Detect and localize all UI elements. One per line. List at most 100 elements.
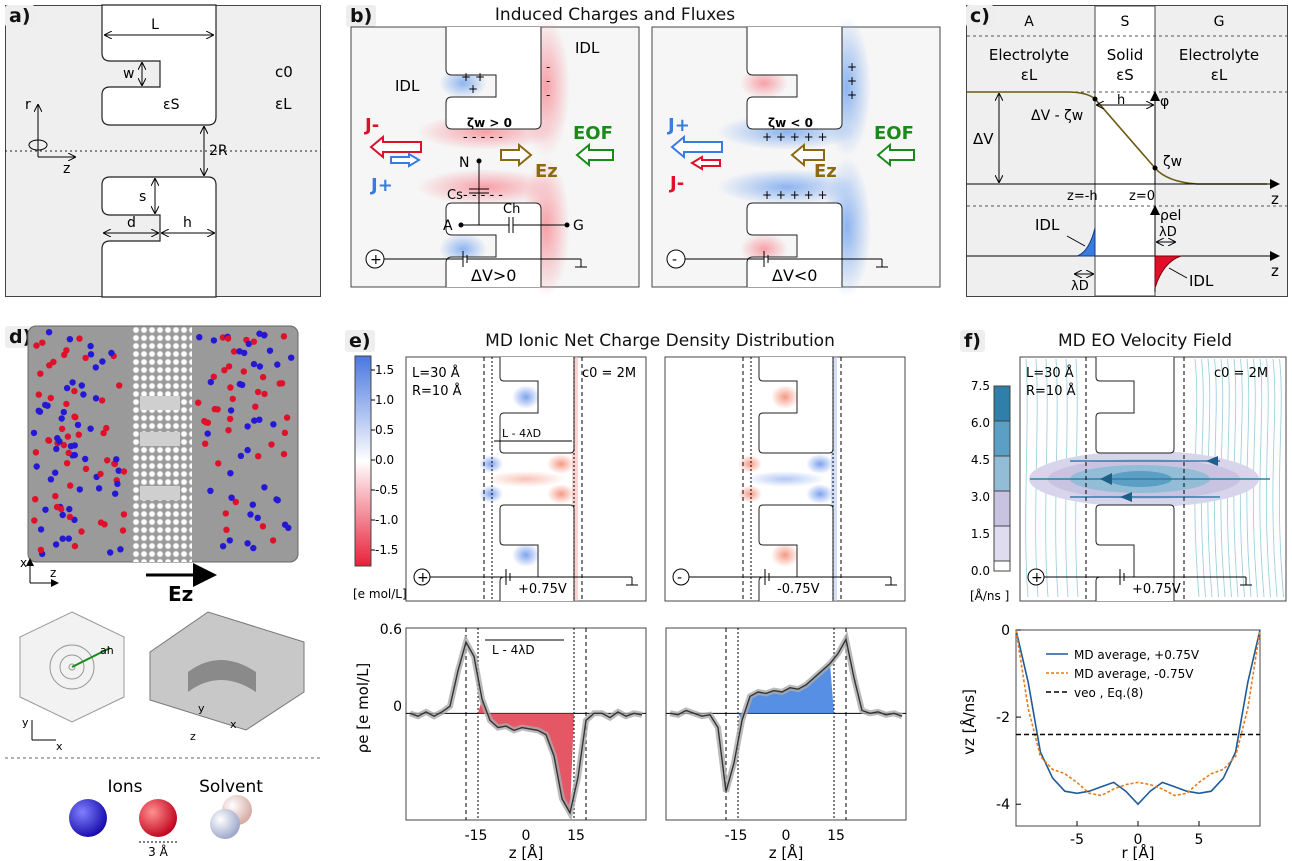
colorbar-tick: 1.5 (375, 363, 394, 377)
svg-text:+ + + + +: + + + + + (762, 130, 828, 144)
e2-xtick-m15: -15 (725, 828, 748, 844)
ion (82, 465, 90, 473)
svg-text:-: - (546, 74, 550, 88)
anion-sphere (69, 799, 107, 837)
ion (280, 333, 288, 340)
svg-text:-: - (546, 60, 550, 74)
ion (196, 334, 203, 341)
c-idl-blue (1076, 227, 1096, 257)
ion (71, 451, 78, 459)
ion (39, 339, 46, 346)
panel-f-colorbar: 7.5 6.0 4.5 3.0 1.5 0.0 [Å/ns ] (970, 379, 1011, 603)
colorbar-tick: 1.0 (375, 393, 394, 407)
ion (280, 450, 288, 458)
ion (31, 517, 38, 524)
c-h: h (1117, 93, 1125, 108)
e-left-sign: + (417, 570, 429, 586)
e-xtick-m15: -15 (465, 828, 488, 844)
c-col-s: S (1121, 14, 1130, 30)
panel-c-diagram: A S G Electrolyte Solid Electrolyte εL ε… (967, 5, 1287, 297)
c-eps-s: εS (1116, 66, 1134, 84)
b-n: N (459, 155, 469, 171)
ion (52, 469, 59, 476)
top-pillar (101, 4, 217, 126)
c-dv-zeta: ΔV - ζw (1031, 108, 1083, 124)
ion (65, 535, 72, 542)
ion (244, 446, 251, 454)
ion (76, 335, 83, 342)
b-eof: EOF (573, 123, 613, 144)
ion (207, 378, 214, 386)
ion (30, 429, 38, 437)
ion (244, 540, 251, 547)
ion (221, 367, 228, 374)
ion (65, 449, 72, 457)
label-z: z (63, 161, 70, 177)
ion (53, 503, 61, 511)
ion (78, 382, 85, 389)
ion (227, 407, 235, 414)
svg-text:+: + (475, 70, 485, 84)
ion (75, 431, 82, 438)
ion (37, 546, 45, 554)
ion (63, 400, 70, 408)
d-z: z (50, 566, 56, 580)
b-j-minus: J- (363, 115, 379, 136)
ion (245, 340, 252, 347)
f-r-label: R=10 Å (1026, 383, 1076, 399)
ion (259, 523, 267, 530)
b2-j-minus: J- (668, 173, 684, 194)
label-d: d (127, 215, 136, 231)
colorbar-tick: -1.0 (375, 513, 398, 527)
ion (254, 514, 261, 521)
ion (244, 423, 251, 430)
ion (120, 511, 128, 518)
label-s: s (139, 189, 146, 205)
colorbar-tick: -0.5 (375, 483, 398, 497)
e-left-v: +0.75V (518, 582, 567, 597)
f-l-label: L=30 Å (1026, 365, 1074, 381)
ion (35, 407, 42, 414)
ion (288, 354, 295, 361)
ion (63, 460, 71, 467)
ion (285, 524, 292, 531)
label-eps-l: εL (275, 95, 292, 113)
e-ytick-0: 0 (393, 699, 402, 715)
ion (237, 452, 245, 460)
svg-text:+: + (468, 82, 478, 96)
f-ytick: -2 (996, 710, 1010, 726)
ion (261, 332, 268, 339)
d-y1: y (22, 716, 29, 729)
panel-a-schematic: L w εS c0 εL r z 2R s d h (5, 4, 321, 298)
b-a: A (443, 218, 453, 234)
ion (103, 424, 110, 432)
ion (71, 413, 78, 420)
e-right-v: -0.75V (777, 582, 820, 597)
panel-c-tag: c) (966, 5, 994, 27)
ion (259, 373, 267, 381)
c-z0: z=0 (1129, 189, 1155, 204)
ion (52, 541, 60, 548)
b2-dv: ΔV<0 (772, 266, 817, 285)
d-y2: y (198, 702, 205, 715)
f-ylabel: vz [Å/ns] (959, 689, 978, 755)
legend-label: MD average, -0.75V (1074, 667, 1194, 681)
ion (61, 351, 68, 358)
c-phi-curve (967, 91, 1267, 185)
ion (42, 506, 49, 513)
ion (35, 391, 42, 398)
ion (241, 349, 248, 357)
e2-xlabel: z [Å] (769, 843, 804, 861)
e-l-label: L=30 Å (412, 365, 460, 381)
svg-text:+: + (461, 70, 471, 84)
f-sign: + (1031, 570, 1043, 586)
ion (283, 414, 291, 421)
ion (269, 537, 277, 544)
ion (261, 484, 268, 491)
bottom-pillar (101, 176, 217, 298)
e-ytick-06: 0.6 (380, 622, 402, 638)
c-rho: ρel (1160, 208, 1181, 224)
ion (281, 429, 289, 436)
ion (64, 433, 72, 440)
label-w: w (123, 66, 134, 82)
